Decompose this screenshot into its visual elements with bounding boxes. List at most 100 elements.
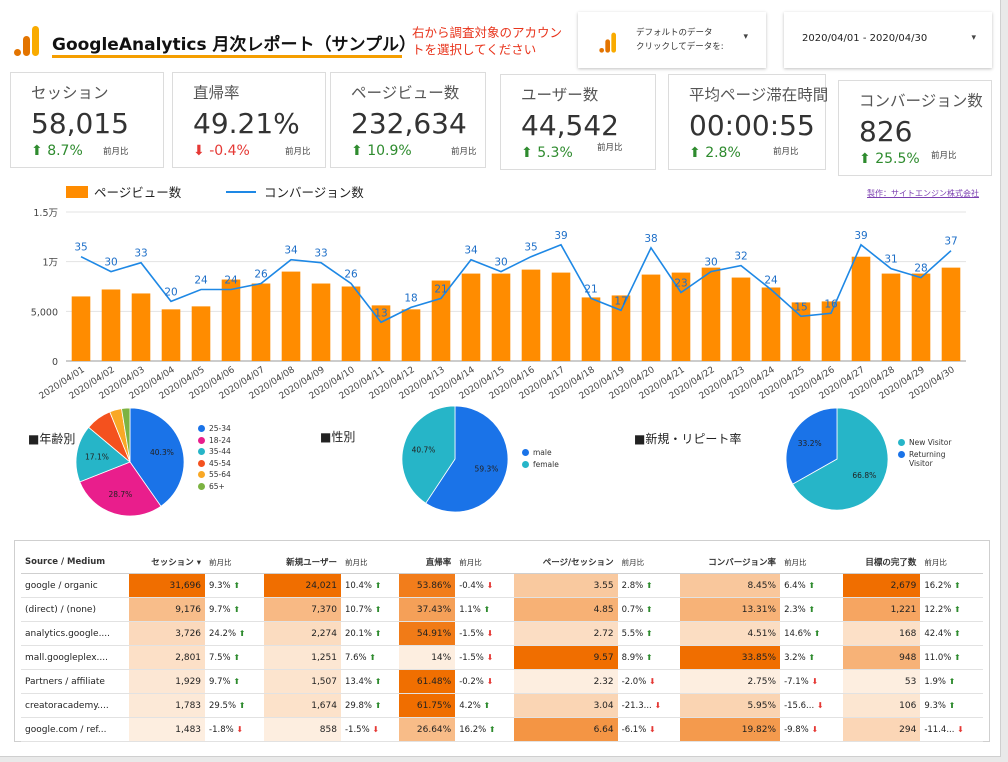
change-value: -7.1%	[784, 676, 812, 687]
pageview-bar	[311, 283, 331, 361]
pageview-conversion-chart: ページビュー数 コンバージョン数 0 5,000 1万 1.5万 35 30 33 20 24 24 2…	[31, 185, 966, 402]
arrow-down-icon: ⬇	[372, 724, 380, 734]
arrow-up-icon: ⬆	[369, 652, 376, 662]
pageview-bar	[131, 293, 151, 361]
change-cell: 24.2% ⬆	[205, 621, 264, 646]
change-cell: 1.1% ⬆	[455, 597, 514, 622]
table-row[interactable]: google / organic 31,696 9.3% ⬆ 24,021 10.4% …	[21, 573, 983, 598]
change-cell: 10.4% ⬆	[340, 573, 400, 598]
pie-slice-label: 40.7%	[412, 446, 436, 455]
credit-link[interactable]: 製作：サイトエンジン株式会社	[867, 189, 979, 198]
metric-cell: 4.51%	[680, 621, 781, 646]
date-range-label: 2020/04/01 - 2020/04/30	[802, 33, 928, 44]
change-cell: 9.3% ⬆	[920, 693, 983, 718]
pie-slice	[75, 426, 131, 483]
visitor-pie-chart: 66.8% 33.2%	[785, 407, 889, 511]
change-cell: 20.1% ⬆	[340, 621, 400, 646]
change-value: 9.3%	[209, 580, 234, 591]
page-title: GoogleAnalytics 月次レポート（サンプル）	[52, 35, 417, 55]
gender-legend: male female	[522, 448, 559, 471]
table-row[interactable]: google.com / ref... 1,483 -1.8% ⬇ 858 -1.5% …	[21, 717, 983, 742]
pageview-bar	[671, 272, 691, 361]
change-cell: -9.8% ⬇	[780, 717, 843, 742]
chevron-down-icon[interactable]: ▾	[971, 33, 976, 43]
legend-item: 45-54	[198, 459, 231, 468]
table-row[interactable]: (direct) / (none) 9,176 9.7% ⬆ 7,370 10.7% ⬆…	[21, 597, 983, 622]
metric-cell: 5.95%	[680, 693, 781, 718]
change-cell: -1.5% ⬇	[340, 717, 400, 742]
change-value: -1.8%	[209, 724, 237, 735]
table-row[interactable]: analytics.google.... 3,726 24.2% ⬆ 2,274 20.…	[21, 621, 983, 646]
change-cell: 10.7% ⬆	[340, 597, 400, 622]
change-value: 3.2%	[784, 652, 809, 663]
kpi-label: 平均ページ滞在時間	[689, 86, 829, 104]
account-selector[interactable]: デフォルトのデータ クリックしてデータを: ▾	[578, 12, 766, 68]
change-value: 7.6%	[344, 652, 370, 663]
arrow-up-icon: ⬆	[238, 700, 246, 710]
metric-cell: 1,483	[129, 717, 206, 742]
legend-dot	[198, 436, 205, 444]
legend-label: 18-24	[209, 435, 231, 445]
column-header: 新規ユーザー	[263, 551, 341, 574]
conversion-data-label: 20	[164, 286, 177, 298]
metric-cell: 37.43%	[399, 597, 456, 622]
pageview-bar	[791, 302, 811, 361]
conversion-data-label: 33	[134, 248, 147, 260]
arrow-down-icon: ⬇	[811, 724, 819, 734]
conversion-data-label: 17	[614, 295, 627, 307]
change-value: 11.0%	[924, 652, 955, 663]
pageview-bar	[851, 256, 871, 361]
table-row[interactable]: mall.googleplex.... 2,801 7.5% ⬆ 1,251 7.6% …	[21, 645, 983, 670]
change-cell: -0.2% ⬇	[455, 669, 514, 694]
table-row[interactable]: creatoracademy.... 1,783 29.5% ⬆ 1,674 29.8%…	[21, 693, 983, 718]
kpi-label: 直帰率	[193, 84, 240, 102]
kpi-compare-label: 前月比	[773, 147, 799, 157]
metric-cell: 2.32	[513, 669, 618, 694]
kpi-card-sessions: セッション 58,015 ⬆ 8.7% 前月比	[10, 72, 164, 168]
legend-dot	[198, 482, 205, 490]
arrow-up-icon: ⬆	[808, 580, 816, 590]
metric-cell: 3,726	[129, 621, 206, 646]
arrow-up-icon: ⬆	[233, 676, 241, 686]
change-cell: 16.2% ⬆	[455, 717, 514, 742]
legend-dot	[198, 459, 205, 467]
change-value: 9.7%	[209, 604, 234, 615]
change-value: 20.1%	[344, 628, 375, 639]
metric-cell: 6.64	[513, 717, 618, 742]
legend-dot	[522, 449, 529, 456]
date-range-selector[interactable]: 2020/04/01 - 2020/04/30 ▾	[784, 12, 992, 68]
conversion-data-label: 13	[374, 307, 387, 319]
account-line-1: デフォルトのデータ	[636, 28, 713, 38]
conversion-data-label: 28	[914, 263, 927, 275]
column-header[interactable]: セッション ▾	[129, 551, 206, 574]
legend-item: New Visitor	[898, 438, 958, 447]
arrow-up-icon: ⬆	[954, 628, 961, 638]
change-value: 6.4%	[784, 580, 809, 591]
change-cell: 42.4% ⬆	[920, 621, 983, 646]
kpi-label: セッション	[31, 84, 109, 102]
pie-slice-label: 59.3%	[475, 464, 499, 473]
change-cell: 2.3% ⬆	[780, 597, 843, 622]
metric-cell: 3.04	[513, 693, 618, 718]
visitor-legend: New Visitor Returning Visitor	[898, 438, 958, 470]
metric-cell: 948	[842, 645, 921, 670]
pageview-bar	[641, 274, 661, 361]
change-value: -15.6...	[784, 700, 817, 711]
metric-cell: 4.85	[513, 597, 618, 622]
change-value: -1.5%	[459, 628, 487, 639]
metric-cell: 26.64%	[399, 717, 456, 742]
metric-cell: 19.82%	[680, 717, 781, 742]
table-row[interactable]: Partners / affiliate 1,929 9.7% ⬆ 1,507 13.4…	[21, 669, 983, 694]
metric-cell: 2,274	[263, 621, 341, 646]
legend-dot	[522, 460, 529, 468]
kpi-compare-label: 前月比	[451, 147, 477, 157]
kpi-value: 826	[859, 115, 913, 148]
pageview-bar	[221, 279, 241, 361]
hint-line-1: 右から調査対象のアカウン	[412, 25, 563, 40]
metric-cell: 1,929	[129, 669, 206, 694]
change-value: 7.5%	[209, 652, 234, 663]
legend-label-pageviews: ページビュー数	[94, 185, 182, 200]
change-cell: -1.5% ⬇	[455, 621, 514, 646]
chevron-down-icon[interactable]: ▾	[743, 32, 748, 42]
column-header: Source / Medium	[21, 551, 129, 574]
